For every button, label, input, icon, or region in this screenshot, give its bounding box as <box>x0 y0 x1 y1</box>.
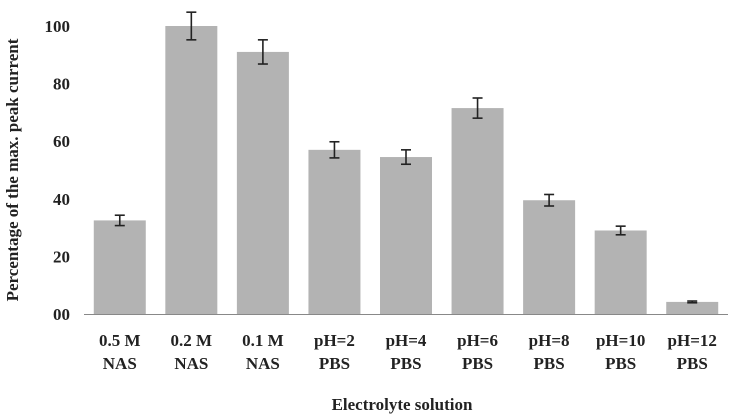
x-tick-label: PBS <box>390 354 421 373</box>
y-tick-label: 100 <box>45 17 71 36</box>
y-tick-label: 60 <box>53 132 70 151</box>
x-tick-label: 0.5 M <box>99 331 141 350</box>
x-tick-label: PBS <box>534 354 565 373</box>
x-tick-label: 0.2 M <box>171 331 213 350</box>
x-tick-label: PBS <box>605 354 636 373</box>
error-bars <box>114 11 698 304</box>
x-tick-label: PBS <box>462 354 493 373</box>
x-tick-label: 0.1 M <box>242 331 284 350</box>
bar <box>451 108 504 314</box>
bar <box>165 26 218 314</box>
x-axis-title: Electrolyte solution <box>332 395 473 414</box>
y-tick-label: 00 <box>53 305 70 324</box>
x-tick-label: PBS <box>677 354 708 373</box>
x-tick-label: pH=10 <box>596 331 645 350</box>
x-tick-label: pH=12 <box>668 331 717 350</box>
x-tick-label: NAS <box>174 354 208 373</box>
bar <box>666 301 719 314</box>
bars <box>93 26 719 315</box>
y-tick-label: 40 <box>53 190 70 209</box>
bar <box>236 51 289 315</box>
y-tick-label: 20 <box>53 247 70 266</box>
bar <box>523 200 576 314</box>
bar <box>594 230 647 314</box>
bar <box>93 220 146 314</box>
bar <box>380 157 432 314</box>
y-axis-title: Percentage of the max. peak current <box>3 38 22 301</box>
x-tick-label: pH=8 <box>529 331 570 350</box>
x-tick-label: pH=2 <box>314 331 355 350</box>
x-tick-label: NAS <box>103 354 137 373</box>
x-tick-label: PBS <box>319 354 350 373</box>
x-tick-label: pH=4 <box>386 331 427 350</box>
y-axis-ticks: 00 20 40 60 80 100 <box>45 17 71 324</box>
y-tick-label: 80 <box>53 75 70 94</box>
bar <box>308 149 361 314</box>
x-axis-tick-labels: 0.5 M NAS 0.2 M NAS 0.1 M NAS pH=2 PBS pH=4 PBS pH… <box>99 331 717 373</box>
x-tick-label: NAS <box>246 354 280 373</box>
x-tick-label: pH=6 <box>457 331 498 350</box>
